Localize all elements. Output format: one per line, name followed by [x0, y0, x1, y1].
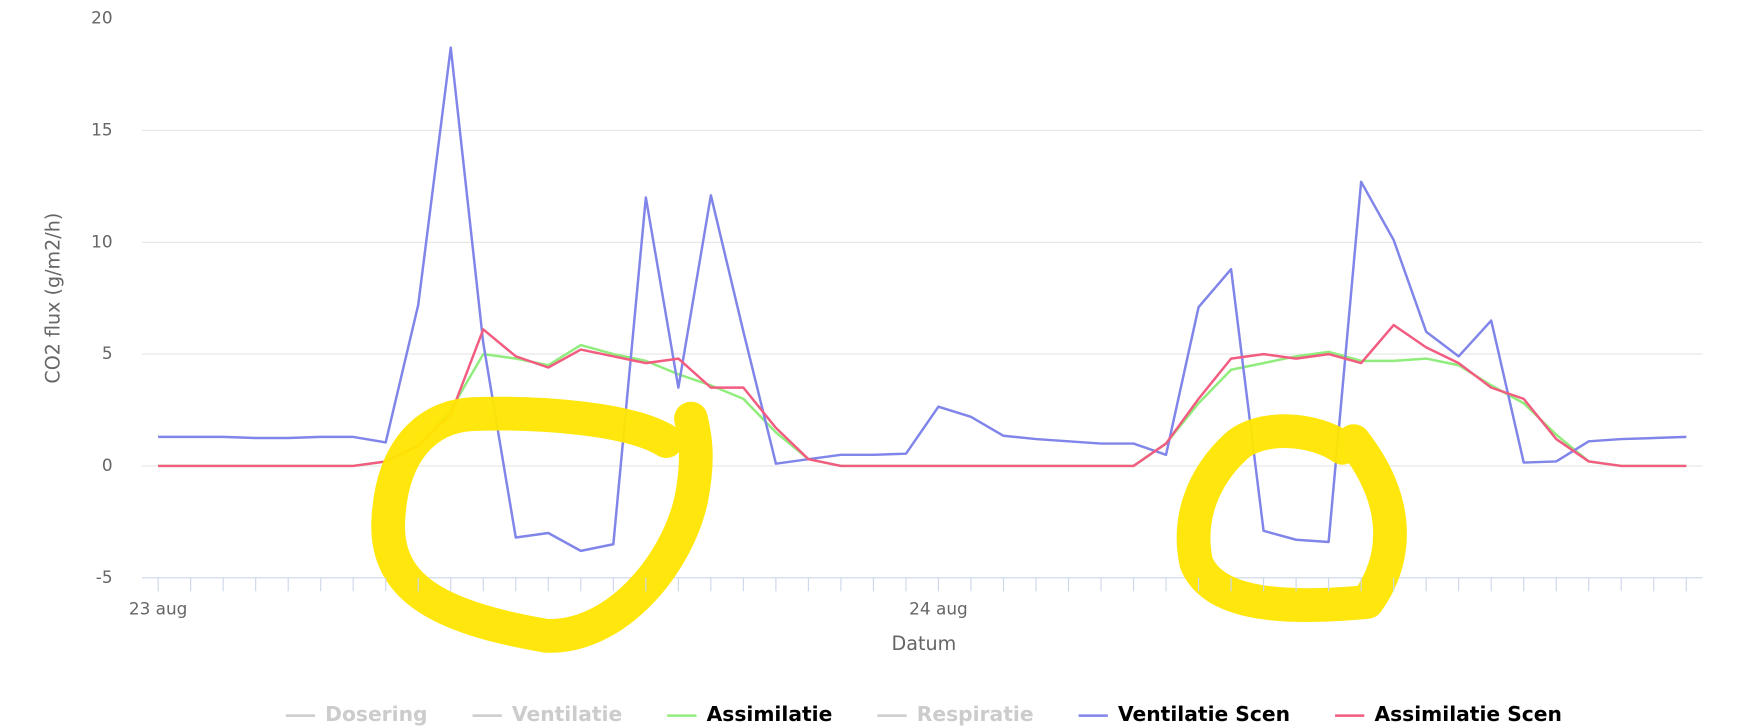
x-tick-label: 23 aug — [129, 598, 188, 618]
legend-label: Respiratie — [917, 702, 1034, 726]
legend-label: Ventilatie — [512, 702, 622, 726]
y-tick-label: 5 — [102, 343, 113, 363]
x-axis-title: Datum — [892, 632, 957, 655]
legend-item[interactable]: Ventilatie Scen — [1078, 702, 1290, 726]
legend-item[interactable]: Dosering — [285, 702, 428, 726]
y-tick-label: 10 — [91, 231, 112, 251]
legend: Dosering Ventilatie Assimilatie Respiratie V… — [285, 702, 1562, 726]
highlight-circle — [371, 396, 713, 653]
legend-item[interactable]: Assimilatie Scen — [1335, 702, 1562, 726]
legend-label: Assimilatie Scen — [1374, 702, 1562, 726]
highlight-circle — [1176, 414, 1407, 623]
y-tick-label: 20 — [91, 8, 112, 28]
legend-label: Assimilatie — [707, 702, 833, 726]
y-tick-label: -5 — [96, 567, 113, 587]
legend-item[interactable]: Assimilatie — [667, 702, 832, 726]
x-tick-label: 24 aug — [909, 598, 968, 618]
highlight-marks — [371, 396, 1407, 653]
series-line — [158, 323, 1687, 468]
y-axis-title: CO2 flux (g/m2/h) — [42, 213, 65, 384]
series-line — [158, 46, 1687, 553]
y-tick-label: 0 — [102, 455, 113, 475]
legend-label: Dosering — [325, 702, 427, 726]
legend-item[interactable]: Respiratie — [877, 702, 1034, 726]
legend-label: Ventilatie Scen — [1118, 702, 1290, 726]
legend-item[interactable]: Ventilatie — [472, 702, 623, 726]
y-tick-label: 15 — [91, 119, 112, 139]
